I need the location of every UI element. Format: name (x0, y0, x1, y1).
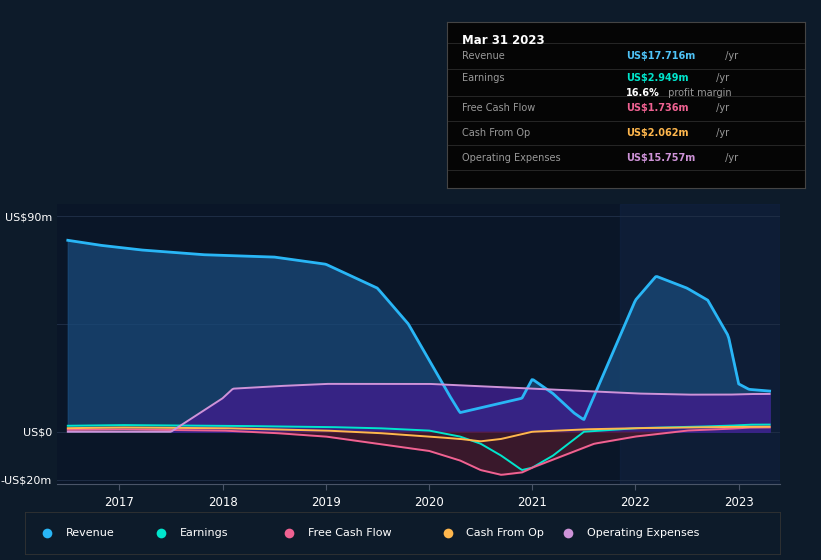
Text: US$1.736m: US$1.736m (626, 103, 689, 113)
Text: Cash From Op: Cash From Op (461, 128, 530, 138)
Text: Free Cash Flow: Free Cash Flow (461, 103, 535, 113)
Bar (620, 204, 780, 484)
Text: Revenue: Revenue (461, 52, 504, 61)
Text: US$2.062m: US$2.062m (626, 128, 689, 138)
Text: profit margin: profit margin (665, 87, 732, 97)
Text: /yr: /yr (722, 52, 739, 61)
Text: Operating Expenses: Operating Expenses (461, 153, 561, 163)
Text: /yr: /yr (713, 73, 729, 83)
Text: Revenue: Revenue (67, 529, 115, 538)
Text: Earnings: Earnings (180, 529, 228, 538)
Text: Mar 31 2023: Mar 31 2023 (461, 34, 544, 47)
Text: /yr: /yr (722, 153, 739, 163)
Text: Free Cash Flow: Free Cash Flow (308, 529, 392, 538)
Text: Earnings: Earnings (461, 73, 504, 83)
Text: /yr: /yr (713, 103, 729, 113)
Text: US$15.757m: US$15.757m (626, 153, 695, 163)
Text: US$17.716m: US$17.716m (626, 52, 695, 61)
Text: Cash From Op: Cash From Op (466, 529, 544, 538)
Text: 16.6%: 16.6% (626, 87, 660, 97)
Text: /yr: /yr (713, 128, 729, 138)
Text: Operating Expenses: Operating Expenses (587, 529, 699, 538)
Text: US$2.949m: US$2.949m (626, 73, 689, 83)
